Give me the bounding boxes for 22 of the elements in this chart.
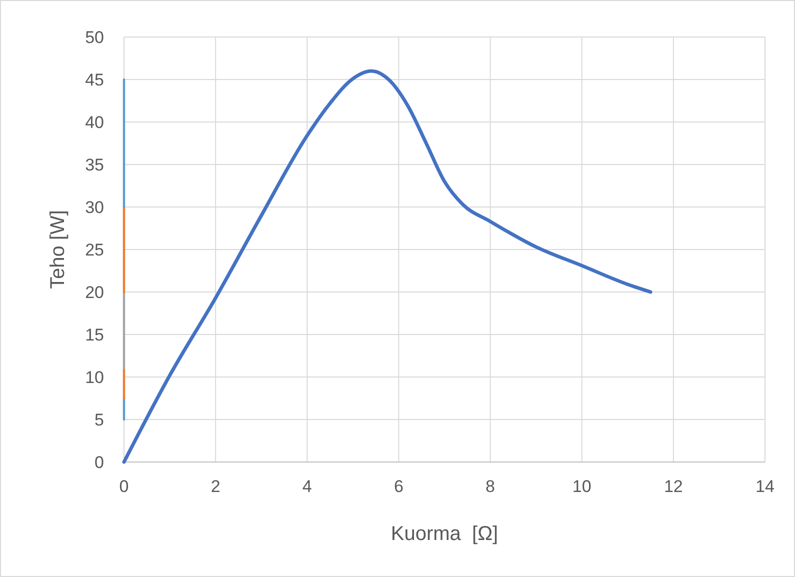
x-tick-label: 4 [302,477,312,496]
line-series [122,69,652,464]
x-tick-label: 0 [119,477,129,496]
y-tick-label: 25 [85,240,104,260]
x-tick-label: 12 [664,477,683,496]
y-tick-label: 5 [94,410,104,430]
y-tick-label: 35 [85,155,104,174]
x-tick-label: 10 [572,477,592,496]
x-tick-label: 8 [486,477,496,496]
x-tick-label: 2 [210,477,220,496]
y-tick-label: 45 [85,70,104,90]
y-tick-label: 50 [85,28,104,47]
x-tick-label: 14 [756,477,774,496]
x-axis-title: Kuorma [Ω] [390,523,498,545]
y-tick-label: 40 [85,112,104,132]
y-tick-label: 0 [94,452,104,472]
y-axis-title: Teho [W] [47,210,69,289]
y-tick-label: 20 [85,282,104,302]
y-tick-label: 10 [85,368,104,387]
y-tick-label: 15 [85,325,104,344]
y-tick-label: 30 [85,198,104,217]
x-tick-label: 6 [394,477,404,496]
